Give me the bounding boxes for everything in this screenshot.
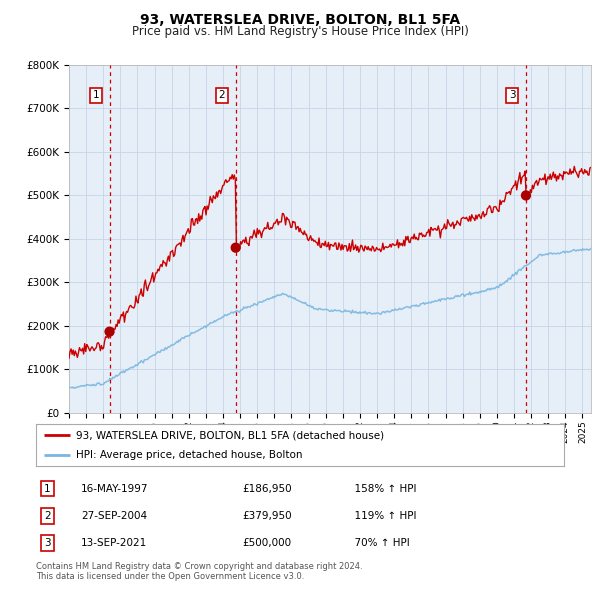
Text: 93, WATERSLEA DRIVE, BOLTON, BL1 5FA (detached house): 93, WATERSLEA DRIVE, BOLTON, BL1 5FA (de… [76,430,384,440]
Text: 2: 2 [44,511,51,521]
Point [521,191,531,200]
Point [105,327,115,336]
Text: 27-SEP-2004: 27-SEP-2004 [81,511,147,521]
Text: 13-SEP-2021: 13-SEP-2021 [81,538,147,548]
Text: 1: 1 [44,484,51,493]
Text: 16-MAY-1997: 16-MAY-1997 [81,484,148,493]
Point [231,243,241,253]
Text: This data is licensed under the Open Government Licence v3.0.: This data is licensed under the Open Gov… [36,572,304,581]
Text: 1: 1 [92,90,99,100]
Text: £186,950: £186,950 [242,484,292,493]
Text: Price paid vs. HM Land Registry's House Price Index (HPI): Price paid vs. HM Land Registry's House … [131,25,469,38]
Bar [69,65,591,413]
Text: 3: 3 [509,90,515,100]
Text: £500,000: £500,000 [242,538,291,548]
Text: 119% ↑ HPI: 119% ↑ HPI [347,511,416,521]
Text: 3: 3 [44,538,51,548]
Text: 158% ↑ HPI: 158% ↑ HPI [347,484,416,493]
Text: Contains HM Land Registry data © Crown copyright and database right 2024.: Contains HM Land Registry data © Crown c… [36,562,362,571]
Text: 93, WATERSLEA DRIVE, BOLTON, BL1 5FA: 93, WATERSLEA DRIVE, BOLTON, BL1 5FA [140,13,460,27]
Text: 70% ↑ HPI: 70% ↑ HPI [347,538,409,548]
Text: £379,950: £379,950 [242,511,292,521]
Text: HPI: Average price, detached house, Bolton: HPI: Average price, detached house, Bolt… [76,450,302,460]
Text: 2: 2 [218,90,226,100]
